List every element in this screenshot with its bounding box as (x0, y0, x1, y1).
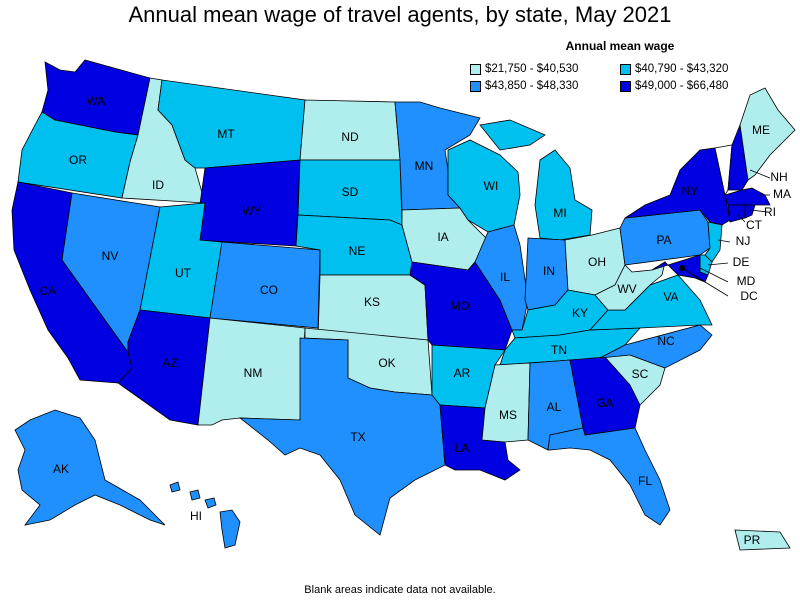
label-wv: WV (617, 282, 636, 296)
legend-label-3: $43,850 - $48,330 (485, 80, 579, 92)
label-al: AL (547, 400, 562, 414)
label-mo: MO (450, 299, 469, 313)
label-nh: NH (770, 170, 787, 184)
legend-swatch-2 (620, 63, 631, 75)
label-id: ID (152, 178, 164, 192)
label-ky: KY (572, 306, 588, 320)
label-or: OR (69, 153, 87, 167)
label-sd: SD (342, 185, 359, 199)
label-ne: NE (349, 244, 366, 258)
state-tx[interactable] (238, 337, 446, 536)
label-nc: NC (657, 334, 675, 348)
label-va: VA (663, 290, 678, 304)
state-nc[interactable] (599, 324, 713, 369)
label-ny: NY (682, 184, 699, 198)
label-wy: WY (242, 204, 261, 218)
label-mn: MN (415, 159, 434, 173)
label-oh: OH (588, 255, 606, 269)
legend-item-4: $49,000 - $66,480 (620, 80, 728, 92)
legend-swatch-3 (470, 80, 481, 92)
label-ks: KS (364, 295, 380, 309)
state-hi[interactable] (169, 481, 241, 549)
label-ut: UT (175, 266, 192, 280)
label-ct: CT (746, 218, 763, 232)
callout-lines (681, 169, 771, 297)
label-nj: NJ (736, 234, 751, 248)
state-ma[interactable] (724, 187, 771, 206)
legend-label-1: $21,750 - $40,530 (485, 63, 579, 75)
label-de: DE (733, 255, 750, 269)
label-nm: NM (244, 366, 263, 380)
state-mn[interactable] (394, 101, 481, 211)
label-ri: RI (764, 205, 776, 219)
label-ia: IA (437, 230, 448, 244)
label-in: IN (543, 264, 555, 278)
label-fl: FL (638, 474, 652, 488)
label-ok: OK (378, 356, 395, 370)
label-hi: HI (190, 509, 202, 523)
label-la: LA (455, 441, 470, 455)
state-nh[interactable] (727, 123, 749, 191)
state-fl[interactable] (547, 427, 671, 526)
label-md: MD (737, 274, 756, 288)
label-mi: MI (553, 206, 566, 220)
label-ak: AK (53, 462, 69, 476)
legend-title: Annual mean wage (565, 39, 675, 53)
label-pr: PR (744, 533, 761, 547)
label-ma: MA (773, 187, 791, 201)
label-tn: TN (551, 343, 567, 357)
legend-item-2: $40,790 - $43,320 (620, 63, 728, 75)
state-mi[interactable] (479, 119, 593, 241)
label-ms: MS (499, 408, 517, 422)
legend-item-1: $21,750 - $40,530 (470, 63, 578, 75)
state-pr[interactable] (734, 529, 791, 551)
state-ak[interactable] (14, 409, 166, 526)
legend-item-3: $43,850 - $48,330 (470, 80, 578, 92)
state-me[interactable] (739, 87, 796, 181)
label-nv: NV (102, 249, 119, 263)
label-nd: ND (341, 130, 359, 144)
label-pa: PA (656, 233, 671, 247)
legend-swatch-4 (620, 80, 631, 92)
state-ri[interactable] (744, 204, 756, 219)
label-dc: DC (740, 289, 758, 303)
legend-swatch-1 (470, 63, 481, 75)
state-wy[interactable] (194, 159, 301, 247)
legend-label-2: $40,790 - $43,320 (635, 63, 729, 75)
map-title: Annual mean wage of travel agents, by st… (128, 2, 672, 27)
label-az: AZ (162, 356, 177, 370)
label-me: ME (752, 123, 770, 137)
label-sc: SC (632, 367, 649, 381)
label-ca: CA (40, 284, 57, 298)
footnote: Blank areas indicate data not available. (304, 584, 496, 596)
label-il: IL (500, 270, 510, 284)
label-wi: WI (484, 179, 499, 193)
label-tx: TX (350, 430, 365, 444)
label-ar: AR (454, 366, 471, 380)
label-mt: MT (217, 127, 235, 141)
label-co: CO (260, 283, 278, 297)
label-ga: GA (596, 396, 613, 410)
legend-label-4: $49,000 - $66,480 (635, 80, 729, 92)
label-wa: WA (87, 94, 106, 108)
